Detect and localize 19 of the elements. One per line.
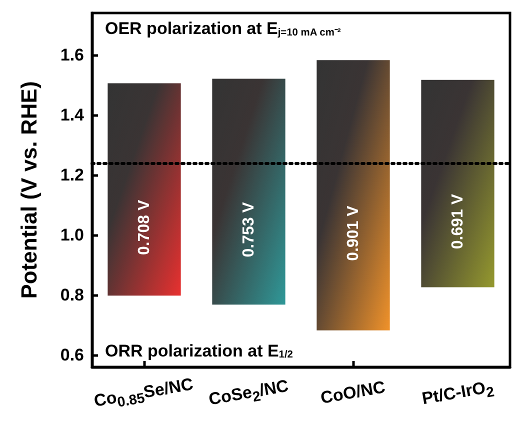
data-label: 0.708 V: [136, 199, 153, 255]
x-tick-label: CoO/NC: [319, 377, 388, 409]
bar: [212, 78, 286, 305]
y-axis-title: Potential (V vs. RHE): [16, 81, 42, 299]
y-tick-label: 0.8: [60, 286, 84, 304]
annotation: OER polarization at Ej=10 mA cm⁻²: [105, 19, 342, 38]
data-label: 0.691 V: [449, 194, 466, 250]
y-tick-label: 0.6: [60, 346, 84, 364]
data-label: 0.753 V: [240, 202, 258, 258]
annotation: ORR polarization at E1/2: [105, 341, 294, 360]
data-label: 0.901 V: [344, 205, 362, 261]
y-tick-label: 1.6: [60, 46, 84, 64]
y-tick-label: 1.0: [60, 226, 84, 244]
bar: [316, 60, 390, 330]
bar: [421, 80, 494, 288]
y-tick-label: 1.4: [60, 106, 85, 124]
x-tick-label: Co$_{0.85}$Se/NC: [92, 374, 196, 413]
bar: [108, 83, 181, 296]
y-tick-label: 1.2: [60, 166, 84, 184]
